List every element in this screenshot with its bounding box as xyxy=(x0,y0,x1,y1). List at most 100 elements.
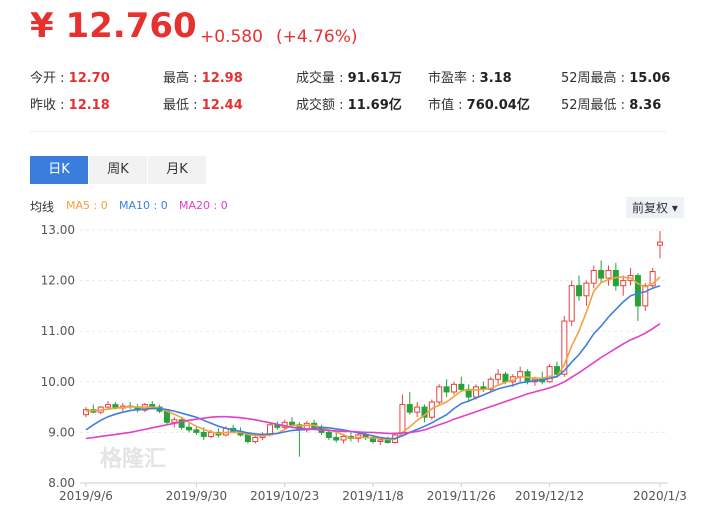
stat: 昨收 : 12.18 xyxy=(30,94,110,113)
ma-line xyxy=(85,276,661,441)
candle-body xyxy=(377,439,384,443)
stat: 52周最高 : 15.06 xyxy=(561,67,670,86)
candle-body xyxy=(178,419,185,428)
candle-body xyxy=(186,426,193,431)
candle-body xyxy=(487,378,494,390)
x-tick-label: 2019/10/23 xyxy=(250,489,319,503)
y-tick-label: 9.00 xyxy=(48,425,75,439)
y-tick-label: 11.00 xyxy=(41,324,75,338)
y-tick-label: 8.00 xyxy=(48,476,75,490)
stat-value: 15.06 xyxy=(629,71,671,86)
candle-body xyxy=(495,373,502,380)
ma-line xyxy=(85,284,661,440)
stat-value: 11.69亿 xyxy=(347,98,402,113)
candle-body xyxy=(620,280,627,287)
candle-body xyxy=(193,429,200,433)
candle-body xyxy=(443,386,450,393)
candle-body xyxy=(384,439,391,444)
y-tick-label: 13.00 xyxy=(41,223,75,237)
adjust-dropdown[interactable]: 前复权 ▾ xyxy=(626,197,684,218)
candle-body xyxy=(163,410,170,423)
x-tick-label: 2019/12/12 xyxy=(515,489,584,503)
stat-label: 成交量 : xyxy=(296,71,348,86)
candle-body xyxy=(583,282,590,297)
stat-label: 今开 : xyxy=(30,71,69,86)
stat: 最低 : 12.44 xyxy=(163,94,243,113)
x-tick-label: 2019/9/30 xyxy=(166,489,228,503)
candle-body xyxy=(502,373,509,383)
stat-label: 昨收 : xyxy=(30,98,69,113)
candle-body xyxy=(325,431,332,438)
candle-body xyxy=(605,269,612,279)
stat-value: 8.36 xyxy=(629,98,662,113)
candle-body xyxy=(340,435,347,441)
stat-value: 12.98 xyxy=(201,71,243,86)
candle-body xyxy=(333,436,340,441)
y-tick-label: 12.00 xyxy=(41,274,75,288)
stat-value: 12.44 xyxy=(201,98,243,113)
candle-body xyxy=(649,270,656,287)
candle-body xyxy=(171,419,178,423)
stat: 成交额 : 11.69亿 xyxy=(296,94,402,113)
legend-item: MA10 : 0 xyxy=(119,199,168,212)
candle-body xyxy=(289,421,296,426)
stat-label: 52周最低 : xyxy=(561,98,630,113)
x-tick-label: 2019/11/26 xyxy=(427,489,496,503)
candle-body xyxy=(450,383,457,393)
candle-body xyxy=(546,366,553,383)
candle-body xyxy=(642,285,649,307)
candle-body xyxy=(553,366,560,375)
candle-body xyxy=(414,406,421,413)
stat-label: 最高 : xyxy=(163,71,202,86)
ma-label: 均线 xyxy=(30,200,55,214)
stat: 今开 : 12.70 xyxy=(30,67,110,86)
stat: 市值 : 760.04亿 xyxy=(428,94,530,113)
x-tick-label: 2019/11/8 xyxy=(342,489,404,503)
stat-label: 52周最高 : xyxy=(561,71,630,86)
candle-body xyxy=(244,434,251,443)
y-tick-label: 10.00 xyxy=(41,375,75,389)
stat-label: 成交额 : xyxy=(296,98,348,113)
change: +0.580 xyxy=(200,27,263,47)
candle-body xyxy=(406,404,413,413)
stat: 成交量 : 91.61万 xyxy=(296,67,402,86)
candle-body xyxy=(598,269,605,279)
stat-value: 12.70 xyxy=(68,71,110,86)
tab-week[interactable]: 周K xyxy=(89,156,147,184)
stat: 52周最低 : 8.36 xyxy=(561,94,661,113)
stat-value: 91.61万 xyxy=(347,71,402,86)
candle-body xyxy=(576,285,583,297)
candle-body xyxy=(568,285,575,322)
candle-body xyxy=(83,409,89,416)
x-tick-label: 2020/1/3 xyxy=(633,489,687,503)
legend-item: MA5 : 0 xyxy=(66,199,108,212)
stat-value: 12.18 xyxy=(68,98,110,113)
candle-body xyxy=(458,383,465,390)
stat-label: 市值 : xyxy=(428,98,467,113)
tab-month[interactable]: 月K xyxy=(148,156,206,184)
stat: 最高 : 12.98 xyxy=(163,67,243,86)
stat-value: 760.04亿 xyxy=(466,98,530,113)
tab-day[interactable]: 日K xyxy=(30,156,88,184)
candle-body xyxy=(105,404,112,408)
candle-body xyxy=(561,320,568,375)
change-pct: (+4.76%) xyxy=(276,27,358,47)
candle-body xyxy=(634,275,641,307)
x-tick-label: 2019/9/6 xyxy=(59,489,113,503)
candle-body xyxy=(657,241,663,246)
price: ¥ 12.760 xyxy=(30,6,197,46)
stat-label: 最低 : xyxy=(163,98,202,113)
ma-line xyxy=(85,322,661,440)
candle-body xyxy=(252,436,259,443)
stat-label: 市盈率 : xyxy=(428,71,480,86)
stat: 市盈率 : 3.18 xyxy=(428,67,512,86)
candle-body xyxy=(473,386,480,398)
candle-body xyxy=(590,269,597,284)
candle-body xyxy=(436,386,443,403)
stat-value: 3.18 xyxy=(479,71,512,86)
legend-item: MA20 : 0 xyxy=(179,199,228,212)
candle-body xyxy=(399,404,406,436)
adjust-label: 前复权 xyxy=(632,201,669,215)
